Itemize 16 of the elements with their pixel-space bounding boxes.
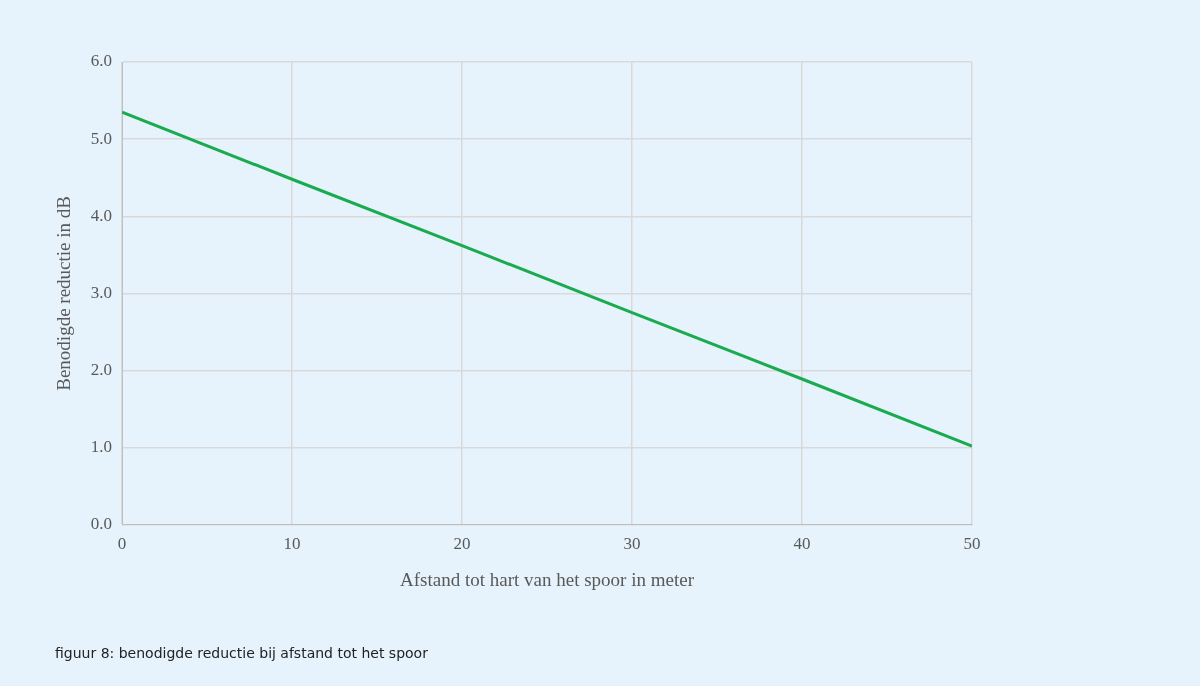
y-tick-label: 3.0 [90,282,113,302]
y-tick-label: 0.0 [90,514,113,534]
x-tick-label: 0 [117,534,127,554]
x-tick-label: 40 [793,534,811,554]
x-tick-label: 20 [453,534,471,554]
x-tick-label: 30 [623,534,641,554]
y-tick-label: 6.0 [90,51,113,71]
x-axis-title: Afstand tot hart van het spoor in meter [400,568,695,590]
y-axis-title: Benodigde reductie in dB [53,196,75,391]
y-tick-label: 4.0 [90,205,113,225]
x-tick-label: 10 [283,534,301,554]
y-tick-label: 5.0 [90,128,113,148]
x-tick-label: 50 [963,534,981,554]
y-tick-label: 1.0 [90,437,113,457]
y-tick-label: 2.0 [90,360,113,379]
text: figuur 8: benodigde reductie bij afstand tot het spoor [55,644,429,661]
